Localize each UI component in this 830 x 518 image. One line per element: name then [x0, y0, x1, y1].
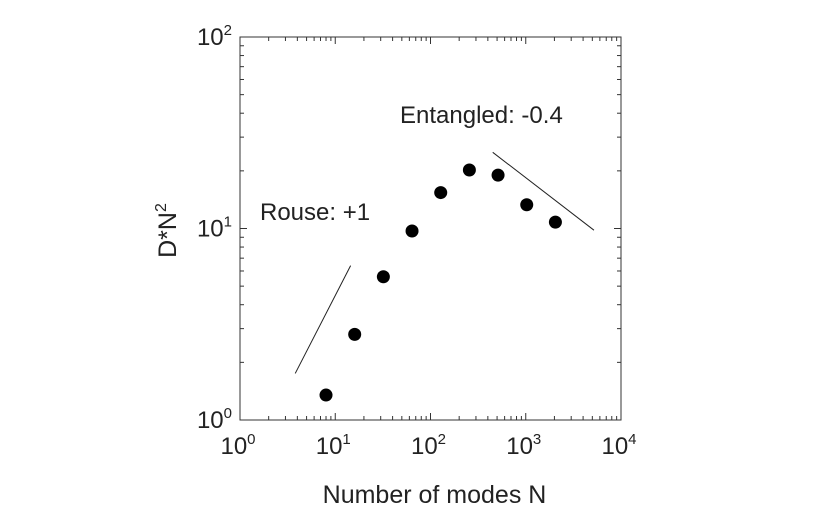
data-point: [462, 163, 476, 177]
y-tick-label-exponent: 1: [224, 214, 232, 231]
data-point: [520, 198, 534, 212]
x-tick-label-base: 10: [506, 433, 533, 460]
y-tick-label: 101: [197, 214, 232, 243]
data-point: [548, 215, 562, 229]
x-tick-label-exponent: 2: [438, 431, 446, 448]
rouse-slope-label: Rouse: +1: [260, 199, 370, 226]
x-tick-label: 100: [220, 431, 255, 460]
x-tick-label: 101: [316, 431, 351, 460]
x-tick-label-base: 10: [316, 433, 343, 460]
x-tick-label: 104: [601, 431, 636, 460]
y-axis-title-exponent: 2: [153, 203, 170, 212]
plot-area-border: [239, 36, 622, 421]
y-tick-label-exponent: 0: [224, 405, 232, 422]
x-tick-label-exponent: 0: [247, 431, 255, 448]
x-tick-label-base: 10: [411, 433, 438, 460]
y-tick-label-base: 10: [197, 407, 224, 434]
x-tick-label: 103: [506, 431, 541, 460]
y-tick-label: 100: [197, 405, 232, 434]
x-axis-title: Number of modes N: [323, 481, 547, 509]
x-tick-label-exponent: 4: [628, 431, 636, 448]
y-tick-label: 102: [197, 22, 232, 51]
y-tick-label-base: 10: [197, 24, 224, 51]
axes-frame: [239, 36, 622, 421]
data-point: [405, 224, 419, 238]
data-point: [319, 388, 333, 402]
data-point: [376, 270, 390, 284]
data-point: [348, 327, 362, 341]
x-tick-label-exponent: 1: [342, 431, 350, 448]
entangled-slope-label: Entangled: -0.4: [400, 102, 563, 129]
x-tick-label-exponent: 3: [533, 431, 541, 448]
rouse-slope-line: [294, 265, 352, 374]
data-point: [434, 186, 448, 200]
data-point: [491, 168, 505, 182]
y-tick-label-base: 10: [197, 216, 224, 243]
y-tick-label-exponent: 2: [224, 22, 232, 39]
y-axis-title-base: D*N: [154, 212, 182, 258]
y-axis-title: D*N2: [153, 203, 182, 258]
data-points: [319, 163, 562, 402]
x-tick-label-base: 10: [601, 433, 628, 460]
x-tick-label: 102: [411, 431, 446, 460]
reference-lines: [294, 151, 595, 374]
entangled-slope-line: [492, 151, 595, 231]
x-tick-label-base: 10: [220, 433, 247, 460]
